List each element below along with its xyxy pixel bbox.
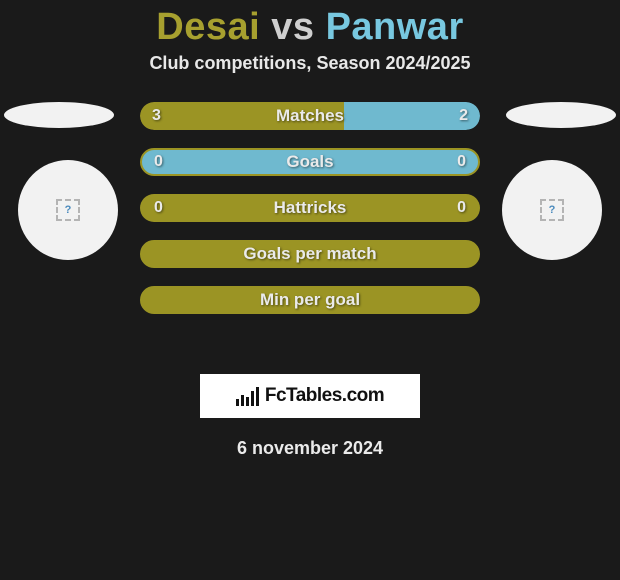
stat-row-hattricks: 0 Hattricks 0 [140,194,480,222]
player1-name: Desai [156,6,260,48]
stat-label: Matches [276,106,344,126]
subtitle: Club competitions, Season 2024/2025 [0,53,620,74]
stat-right-value: 2 [459,102,468,130]
branding-chart-icon [236,386,259,406]
stat-right-value: 0 [457,196,466,220]
stat-label: Min per goal [260,290,360,310]
stat-row-matches: 3 Matches 2 [140,102,480,130]
stat-left-value: 3 [152,102,161,130]
body-area: 3 Matches 2 0 Goals 0 0 Hattricks 0 Goal… [0,102,620,362]
player2-avatar [502,160,602,260]
unknown-player-icon [540,199,564,221]
player1-column [0,102,120,362]
stat-label: Goals [286,152,333,172]
branding-text: FcTables.com [265,385,384,407]
branding-box[interactable]: FcTables.com [200,374,420,418]
stat-left-value: 0 [154,150,163,174]
date-label: 6 november 2024 [0,438,620,459]
unknown-player-icon [56,199,80,221]
player2-column [500,102,620,362]
stat-row-goals-per-match: Goals per match [140,240,480,268]
stat-left-value: 0 [154,196,163,220]
page-title: Desai vs Panwar [0,6,620,49]
player1-avatar [18,160,118,260]
player2-club-logo-placeholder [506,102,616,128]
stat-row-min-per-goal: Min per goal [140,286,480,314]
vs-label: vs [271,6,314,48]
stat-right-value: 0 [457,150,466,174]
stat-label: Hattricks [274,198,347,218]
stat-row-goals: 0 Goals 0 [140,148,480,176]
player1-club-logo-placeholder [4,102,114,128]
stat-label: Goals per match [243,244,376,264]
stats-bars: 3 Matches 2 0 Goals 0 0 Hattricks 0 Goal… [140,102,480,332]
player2-name: Panwar [326,6,464,48]
comparison-card: Desai vs Panwar Club competitions, Seaso… [0,6,620,580]
